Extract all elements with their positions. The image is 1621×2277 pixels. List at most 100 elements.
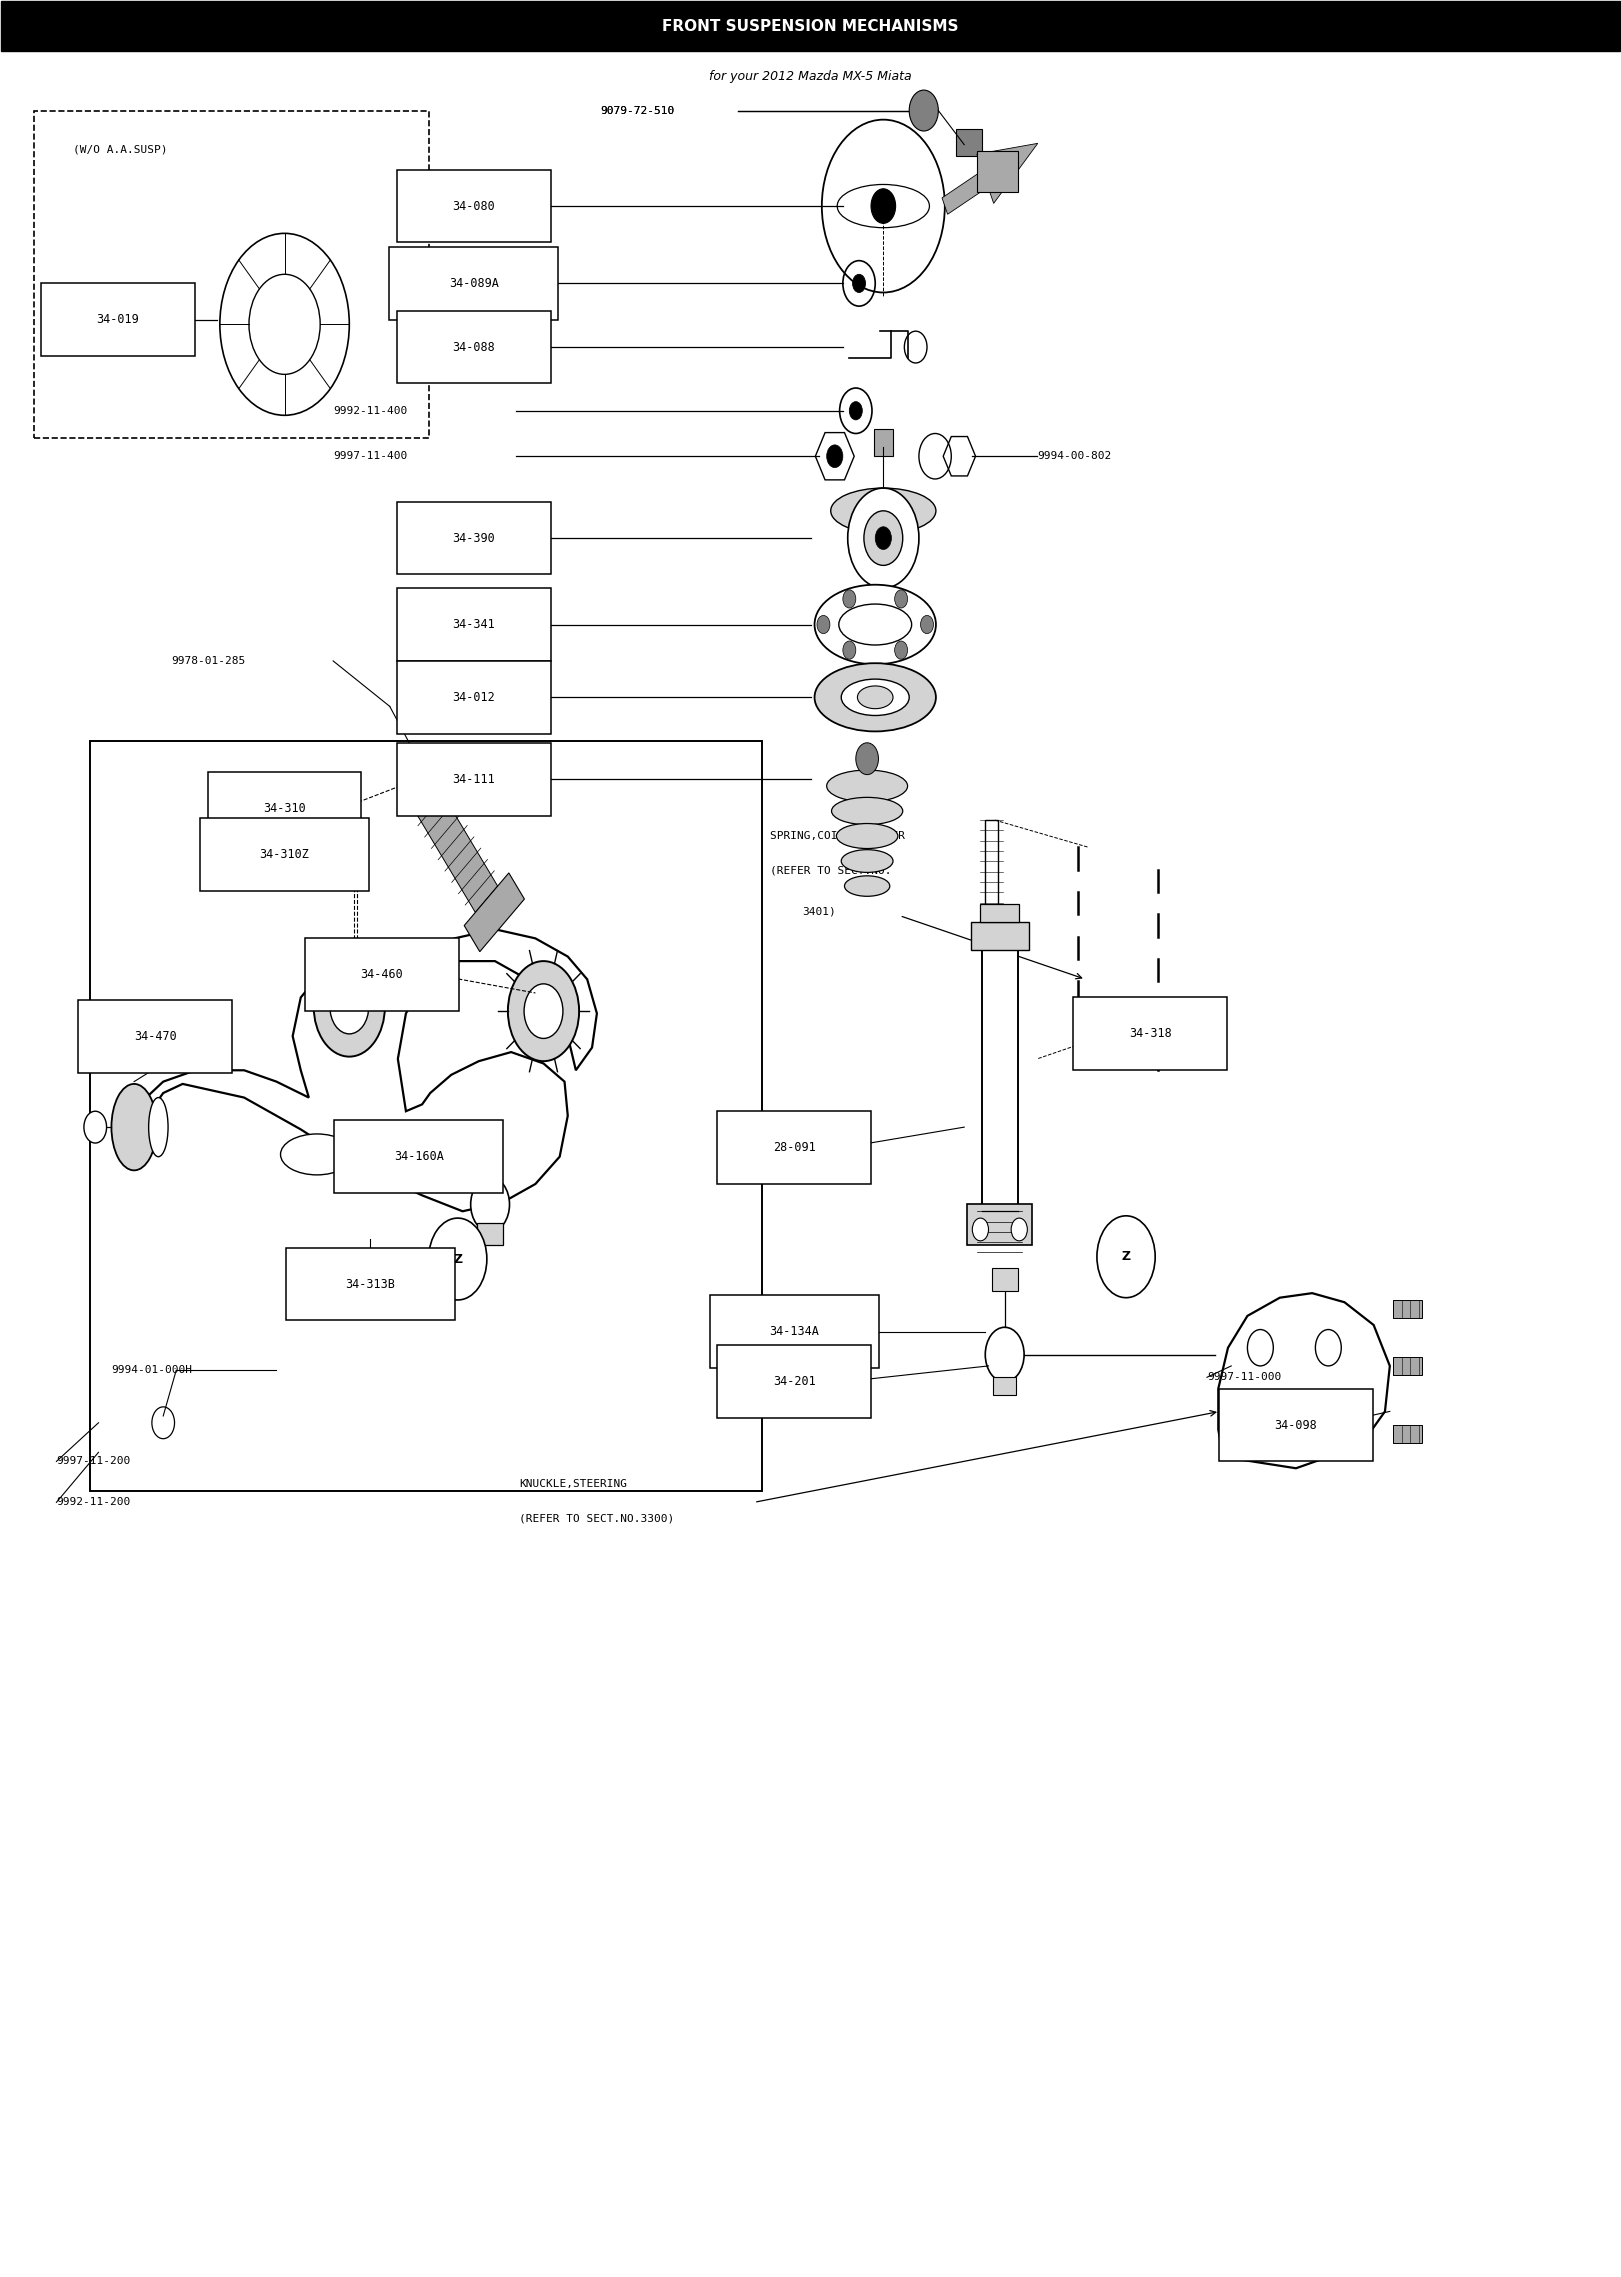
Circle shape [1315, 1330, 1341, 1366]
Circle shape [870, 189, 896, 223]
Text: 34-012: 34-012 [452, 690, 496, 704]
Polygon shape [464, 872, 525, 952]
Bar [1392, 1357, 1422, 1375]
Text: 9994-00-802: 9994-00-802 [1037, 451, 1112, 462]
Ellipse shape [149, 1098, 169, 1157]
Text: SPRING,COIL & DAMPER: SPRING,COIL & DAMPER [770, 831, 905, 840]
Text: 34-460: 34-460 [360, 968, 404, 981]
Text: 9997-11-400: 9997-11-400 [334, 451, 407, 462]
Bar [971, 922, 1029, 950]
Polygon shape [1219, 1293, 1389, 1469]
Circle shape [84, 1111, 107, 1143]
Circle shape [843, 642, 856, 660]
FancyBboxPatch shape [199, 817, 370, 890]
Ellipse shape [827, 770, 908, 802]
FancyBboxPatch shape [397, 501, 551, 574]
Text: 9079-72-510: 9079-72-510 [600, 105, 674, 116]
FancyBboxPatch shape [397, 171, 551, 241]
Bar [2, 2, 1619, 52]
Text: 34-098: 34-098 [1274, 1419, 1318, 1432]
Polygon shape [943, 437, 976, 476]
Polygon shape [815, 433, 854, 480]
Text: 34-201: 34-201 [773, 1375, 815, 1389]
Text: 34-310Z: 34-310Z [259, 847, 310, 861]
Circle shape [875, 526, 892, 549]
Ellipse shape [280, 1134, 353, 1175]
FancyBboxPatch shape [710, 1296, 879, 1368]
Text: for your 2012 Mazda MX-5 Miata: for your 2012 Mazda MX-5 Miata [710, 71, 911, 82]
Ellipse shape [841, 679, 909, 715]
Text: 9994-01-000H: 9994-01-000H [112, 1366, 193, 1375]
Ellipse shape [845, 877, 890, 897]
Circle shape [849, 401, 862, 419]
Bar [982, 938, 1018, 1211]
Text: 34-088: 34-088 [452, 342, 496, 353]
Text: Z: Z [1122, 1250, 1130, 1264]
Circle shape [843, 590, 856, 608]
Bar [1392, 1300, 1422, 1318]
Circle shape [1248, 1398, 1274, 1435]
Ellipse shape [814, 585, 935, 665]
FancyBboxPatch shape [389, 246, 559, 319]
FancyBboxPatch shape [334, 1120, 504, 1193]
Circle shape [864, 510, 903, 565]
Circle shape [524, 984, 562, 1038]
Circle shape [973, 1218, 989, 1241]
Circle shape [895, 642, 908, 660]
FancyBboxPatch shape [41, 282, 195, 355]
Bar [994, 1378, 1016, 1396]
FancyBboxPatch shape [397, 660, 551, 733]
Circle shape [817, 615, 830, 633]
Text: 9079-72-510: 9079-72-510 [600, 105, 674, 116]
Text: 34-089A: 34-089A [449, 278, 499, 289]
Circle shape [507, 961, 579, 1061]
Text: 9978-01-285: 9978-01-285 [172, 656, 245, 665]
Ellipse shape [830, 487, 935, 533]
Bar [1392, 1425, 1422, 1444]
Text: 3401): 3401) [802, 906, 836, 915]
FancyBboxPatch shape [718, 1111, 870, 1184]
Circle shape [1248, 1330, 1274, 1366]
Polygon shape [408, 772, 498, 913]
Text: 34-160A: 34-160A [394, 1150, 444, 1164]
FancyBboxPatch shape [397, 310, 551, 383]
Ellipse shape [838, 603, 911, 644]
Text: Z: Z [454, 1252, 462, 1266]
Text: 34-318: 34-318 [1128, 1027, 1172, 1041]
FancyBboxPatch shape [1219, 1389, 1373, 1462]
Text: 34-470: 34-470 [135, 1029, 177, 1043]
FancyBboxPatch shape [285, 1248, 456, 1321]
Ellipse shape [858, 685, 893, 708]
Bar [992, 1268, 1018, 1291]
Ellipse shape [358, 1154, 420, 1191]
Bar [874, 428, 893, 455]
Circle shape [152, 1407, 175, 1439]
FancyBboxPatch shape [34, 112, 428, 437]
Bar [91, 740, 762, 1491]
Text: 9992-11-200: 9992-11-200 [57, 1498, 131, 1507]
Bar [477, 1223, 503, 1246]
Text: 34-019: 34-019 [97, 314, 139, 326]
Text: 34-310: 34-310 [263, 802, 306, 815]
Polygon shape [131, 929, 597, 1211]
Ellipse shape [841, 849, 893, 872]
Text: 34-134A: 34-134A [770, 1325, 819, 1339]
Text: 28-091: 28-091 [773, 1141, 815, 1154]
Circle shape [331, 979, 368, 1034]
FancyBboxPatch shape [1073, 997, 1227, 1070]
Ellipse shape [836, 824, 898, 849]
Text: KNUCKLE,STEERING: KNUCKLE,STEERING [519, 1480, 627, 1489]
Circle shape [853, 273, 866, 291]
FancyBboxPatch shape [305, 938, 459, 1011]
FancyBboxPatch shape [718, 1346, 870, 1419]
Text: (REFER TO SECT.NO.: (REFER TO SECT.NO. [770, 865, 892, 874]
Bar [977, 153, 1018, 194]
Circle shape [314, 956, 384, 1057]
Bar [956, 130, 982, 157]
Text: 34-341: 34-341 [452, 617, 496, 631]
Circle shape [848, 487, 919, 587]
Ellipse shape [112, 1084, 157, 1170]
Text: 9997-11-200: 9997-11-200 [57, 1457, 131, 1466]
Bar [981, 904, 1020, 922]
FancyArrow shape [942, 143, 1037, 214]
